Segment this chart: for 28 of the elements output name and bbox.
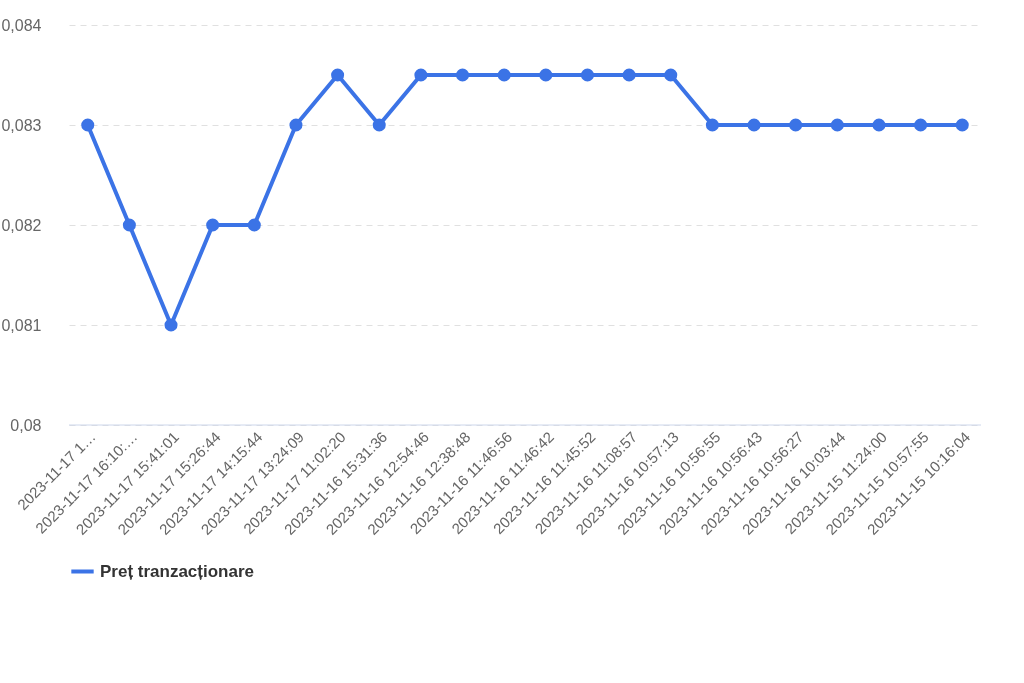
y-tick-label: 0,081 [1,316,42,334]
point [622,68,636,82]
point [872,118,886,132]
point [331,68,345,82]
point [705,118,719,132]
point [539,68,553,82]
y-tick-label: 0,08 [10,416,42,434]
legend-label: Preț tranzacționare [100,561,254,581]
point [206,218,220,232]
point [497,68,511,82]
point [81,118,95,132]
point [456,68,470,82]
y-tick-label: 0,082 [1,216,42,234]
point [830,118,844,132]
point [164,318,178,332]
point [247,218,261,232]
point [955,118,969,132]
y-tick-label: 0,084 [1,16,42,34]
point [122,218,136,232]
point [747,118,761,132]
point [580,68,594,82]
point [289,118,303,132]
point [789,118,803,132]
point [414,68,428,82]
point [372,118,386,132]
y-tick-label: 0,083 [1,116,42,134]
point [914,118,928,132]
point [664,68,678,82]
